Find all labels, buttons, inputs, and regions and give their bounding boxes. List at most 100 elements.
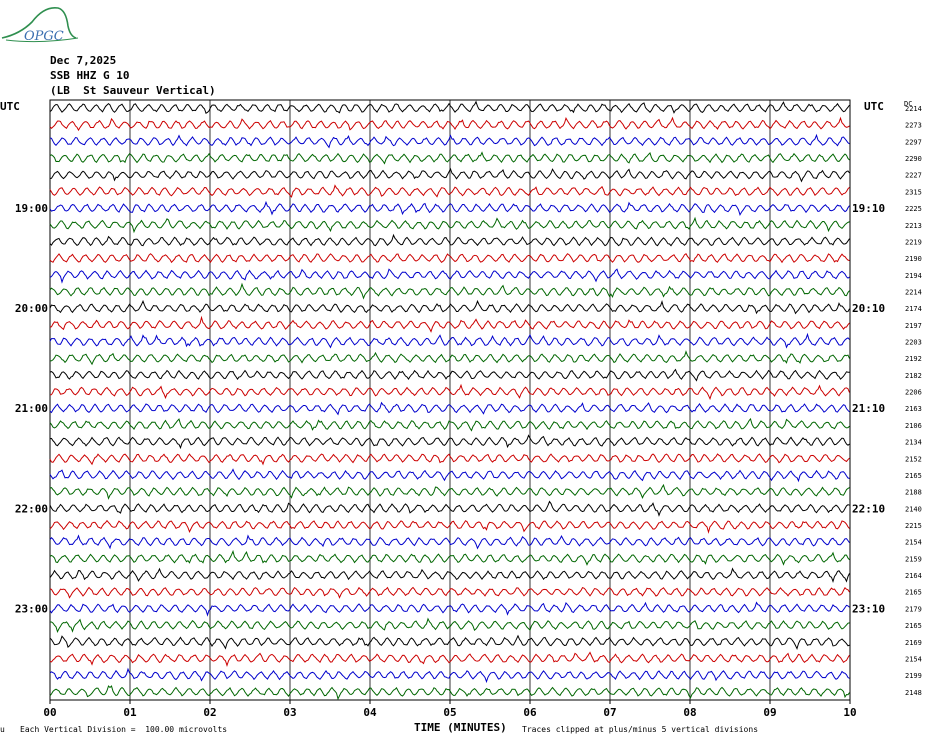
trace-line	[49, 549, 850, 566]
trace-line	[49, 468, 850, 483]
dc-offset-label: 2315	[905, 188, 922, 196]
x-axis-title: TIME (MINUTES)	[414, 721, 507, 734]
time-label-right: 23:10	[852, 602, 885, 615]
header-date: Dec 7,2025	[50, 54, 117, 67]
dc-offset-label: 2227	[905, 172, 922, 180]
x-tick-label: 04	[363, 706, 377, 719]
trace-line	[49, 667, 850, 684]
x-tick-label: 06	[523, 706, 537, 719]
time-label-left: 23:00	[15, 602, 48, 615]
trace-line	[49, 368, 850, 382]
dc-offset-label: 2140	[905, 505, 922, 513]
dc-offset-label: 2106	[905, 422, 922, 430]
trace-line	[49, 651, 850, 668]
x-tick-label: 00	[43, 706, 56, 719]
dc-offset-label: 2179	[905, 605, 922, 613]
dc-offset-label: 2148	[905, 689, 922, 697]
time-label-right: 20:10	[852, 302, 885, 315]
trace-line	[49, 282, 850, 300]
trace-line	[49, 401, 850, 416]
x-tick-label: 02	[203, 706, 216, 719]
trace-line	[49, 634, 850, 651]
time-label-left: 21:00	[15, 402, 48, 415]
dc-offset-label: 2290	[905, 155, 922, 163]
x-tick-label: 08	[683, 706, 696, 719]
trace-line	[49, 685, 850, 701]
utc-right-label: UTC	[864, 100, 884, 113]
dc-offset-label: 2190	[905, 255, 922, 263]
dc-offset-label: 2194	[905, 272, 922, 280]
dc-offset-label: 2152	[905, 455, 922, 463]
dc-offset-label: 2297	[905, 138, 922, 146]
trace-line	[49, 434, 850, 450]
trace-line	[49, 453, 850, 466]
trace-line	[49, 116, 850, 132]
trace-line	[49, 100, 850, 114]
dc-offset-label: 2213	[905, 222, 922, 230]
x-tick-label: 07	[603, 706, 616, 719]
trace-line	[49, 500, 850, 517]
trace-line	[49, 332, 850, 349]
trace-line	[49, 483, 850, 500]
x-tick-label: 01	[123, 706, 137, 719]
trace-line	[49, 601, 850, 617]
trace-line	[49, 253, 850, 264]
logo-swoosh	[1, 6, 77, 39]
footer-scale: Each Vertical Division = 100.00 microvol…	[20, 725, 228, 734]
dc-offset-label: 2273	[905, 122, 922, 130]
dc-offset-label: 2165	[905, 472, 922, 480]
trace-line	[49, 383, 850, 401]
footer-mark: u	[0, 725, 5, 734]
trace-line	[49, 151, 850, 165]
trace-line	[49, 184, 850, 198]
dc-offset-label: 2164	[905, 572, 922, 580]
time-label-left: 19:00	[15, 202, 48, 215]
dc-offset-label: 2165	[905, 589, 922, 597]
dc-offset-label: 2134	[905, 439, 922, 447]
x-tick-label: 05	[443, 706, 456, 719]
dc-offset-label: 2154	[905, 539, 922, 547]
trace-line	[49, 417, 850, 432]
trace-line	[49, 233, 850, 247]
dc-offset-label: 2214	[905, 105, 922, 113]
trace-line	[49, 167, 850, 183]
trace-line	[49, 567, 850, 584]
trace-line	[49, 200, 850, 216]
header-channel: SSB HHZ G 10	[50, 69, 130, 82]
dc-offset-label: 2214	[905, 288, 922, 296]
dc-offset-label: 2203	[905, 339, 922, 347]
header-station: (LB St Sauveur Vertical)	[50, 84, 216, 97]
x-tick-label: 03	[283, 706, 296, 719]
dc-label: DC	[904, 100, 912, 108]
dc-offset-label: 2154	[905, 655, 922, 663]
trace-line	[49, 617, 850, 634]
time-label-right: 22:10	[852, 502, 885, 515]
dc-offset-label: 2206	[905, 389, 922, 397]
dc-offset-label: 2174	[905, 305, 922, 313]
trace-line	[49, 133, 850, 149]
dc-offset-label: 2225	[905, 205, 922, 213]
utc-left-label: UTC	[0, 100, 20, 113]
trace-line	[49, 350, 850, 366]
x-tick-label: 10	[843, 706, 856, 719]
dc-offset-label: 2215	[905, 522, 922, 530]
trace-line	[49, 268, 850, 284]
trace-line	[49, 534, 850, 550]
dc-offset-label: 2182	[905, 372, 922, 380]
logo-underline	[5, 37, 79, 43]
dc-offset-label: 2165	[905, 622, 922, 630]
trace-line	[49, 586, 850, 599]
dc-offset-label: 2192	[905, 355, 922, 363]
dc-offset-label: 2159	[905, 555, 922, 563]
chart-labels: 00 01 02 03 04 05 06 07 08 09 10 2214 2273 2297 2290 22…	[15, 105, 922, 719]
seismic-traces	[49, 100, 850, 701]
time-label-right: 21:10	[852, 402, 885, 415]
x-tick-label: 09	[763, 706, 776, 719]
trace-line	[49, 299, 850, 315]
dc-offset-label: 2197	[905, 322, 922, 330]
dc-offset-label: 2199	[905, 672, 922, 680]
dc-offset-label: 2188	[905, 489, 922, 497]
footer-clip: Traces clipped at plus/minus 5 vertical …	[522, 725, 759, 734]
time-label-right: 19:10	[852, 202, 885, 215]
